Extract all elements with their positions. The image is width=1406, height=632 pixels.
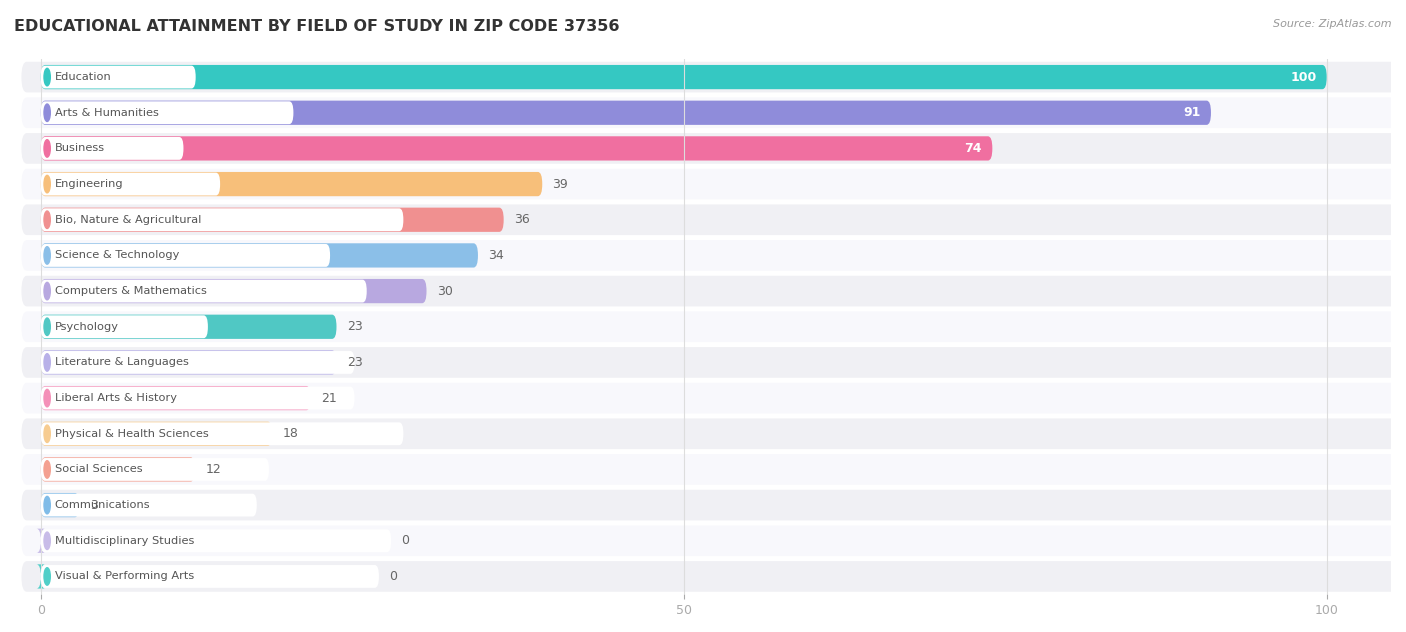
Text: Visual & Performing Arts: Visual & Performing Arts: [55, 571, 194, 581]
Text: 0: 0: [402, 534, 409, 547]
FancyBboxPatch shape: [21, 347, 1406, 378]
Text: Literature & Languages: Literature & Languages: [55, 358, 188, 367]
FancyBboxPatch shape: [41, 493, 79, 517]
FancyBboxPatch shape: [41, 350, 336, 375]
FancyBboxPatch shape: [21, 418, 1406, 449]
FancyBboxPatch shape: [41, 458, 195, 482]
FancyBboxPatch shape: [41, 279, 426, 303]
FancyBboxPatch shape: [21, 276, 1406, 307]
Text: Business: Business: [55, 143, 105, 154]
FancyBboxPatch shape: [41, 315, 208, 338]
FancyBboxPatch shape: [41, 315, 336, 339]
Circle shape: [44, 68, 51, 86]
FancyBboxPatch shape: [21, 561, 1406, 592]
Text: Communications: Communications: [55, 500, 150, 510]
Text: 39: 39: [553, 178, 568, 191]
Text: Physical & Health Sciences: Physical & Health Sciences: [55, 428, 208, 439]
Text: 23: 23: [347, 320, 363, 333]
FancyBboxPatch shape: [41, 494, 257, 516]
Text: 91: 91: [1184, 106, 1201, 119]
FancyBboxPatch shape: [21, 62, 1406, 92]
FancyBboxPatch shape: [41, 530, 391, 552]
FancyBboxPatch shape: [41, 66, 195, 88]
Circle shape: [44, 140, 51, 157]
Text: 23: 23: [347, 356, 363, 369]
FancyBboxPatch shape: [41, 101, 294, 124]
FancyBboxPatch shape: [41, 172, 543, 196]
Circle shape: [44, 532, 51, 549]
FancyBboxPatch shape: [21, 454, 1406, 485]
Text: Education: Education: [55, 72, 111, 82]
FancyBboxPatch shape: [41, 458, 269, 481]
FancyBboxPatch shape: [21, 97, 1406, 128]
Text: Liberal Arts & History: Liberal Arts & History: [55, 393, 177, 403]
FancyBboxPatch shape: [21, 490, 1406, 520]
Circle shape: [44, 283, 51, 300]
Circle shape: [44, 246, 51, 264]
FancyBboxPatch shape: [37, 564, 45, 588]
FancyBboxPatch shape: [41, 137, 183, 160]
FancyBboxPatch shape: [21, 383, 1406, 413]
Circle shape: [44, 211, 51, 229]
FancyBboxPatch shape: [21, 240, 1406, 270]
FancyBboxPatch shape: [41, 422, 273, 446]
Text: 74: 74: [965, 142, 981, 155]
Text: 21: 21: [321, 392, 337, 404]
FancyBboxPatch shape: [21, 169, 1406, 200]
FancyBboxPatch shape: [41, 100, 1211, 125]
FancyBboxPatch shape: [41, 65, 1327, 89]
Text: Science & Technology: Science & Technology: [55, 250, 179, 260]
FancyBboxPatch shape: [41, 422, 404, 445]
Circle shape: [44, 425, 51, 442]
FancyBboxPatch shape: [41, 387, 354, 410]
Circle shape: [44, 496, 51, 514]
Circle shape: [44, 175, 51, 193]
Text: 100: 100: [1291, 71, 1316, 83]
Text: 34: 34: [488, 249, 503, 262]
FancyBboxPatch shape: [41, 351, 354, 374]
FancyBboxPatch shape: [41, 208, 503, 232]
Text: Computers & Mathematics: Computers & Mathematics: [55, 286, 207, 296]
FancyBboxPatch shape: [37, 528, 45, 553]
FancyBboxPatch shape: [41, 209, 404, 231]
FancyBboxPatch shape: [41, 243, 478, 267]
FancyBboxPatch shape: [41, 280, 367, 303]
FancyBboxPatch shape: [21, 133, 1406, 164]
Text: Engineering: Engineering: [55, 179, 124, 189]
FancyBboxPatch shape: [21, 204, 1406, 235]
Text: 30: 30: [437, 284, 453, 298]
Text: Social Sciences: Social Sciences: [55, 465, 142, 475]
Text: Source: ZipAtlas.com: Source: ZipAtlas.com: [1274, 19, 1392, 29]
Text: 12: 12: [205, 463, 221, 476]
Text: Multidisciplinary Studies: Multidisciplinary Studies: [55, 536, 194, 546]
FancyBboxPatch shape: [21, 312, 1406, 342]
Text: 18: 18: [283, 427, 298, 441]
FancyBboxPatch shape: [41, 173, 221, 195]
FancyBboxPatch shape: [41, 244, 330, 267]
Text: 0: 0: [389, 570, 398, 583]
Circle shape: [44, 354, 51, 371]
FancyBboxPatch shape: [41, 565, 380, 588]
Text: Bio, Nature & Agricultural: Bio, Nature & Agricultural: [55, 215, 201, 225]
Circle shape: [44, 318, 51, 336]
Text: Psychology: Psychology: [55, 322, 120, 332]
Circle shape: [44, 389, 51, 407]
Text: 3: 3: [90, 499, 97, 512]
FancyBboxPatch shape: [21, 525, 1406, 556]
Text: EDUCATIONAL ATTAINMENT BY FIELD OF STUDY IN ZIP CODE 37356: EDUCATIONAL ATTAINMENT BY FIELD OF STUDY…: [14, 19, 620, 34]
FancyBboxPatch shape: [41, 386, 311, 410]
Circle shape: [44, 568, 51, 585]
Circle shape: [44, 104, 51, 121]
FancyBboxPatch shape: [41, 137, 993, 161]
Text: Arts & Humanities: Arts & Humanities: [55, 107, 159, 118]
Circle shape: [44, 461, 51, 478]
Text: 36: 36: [515, 213, 530, 226]
